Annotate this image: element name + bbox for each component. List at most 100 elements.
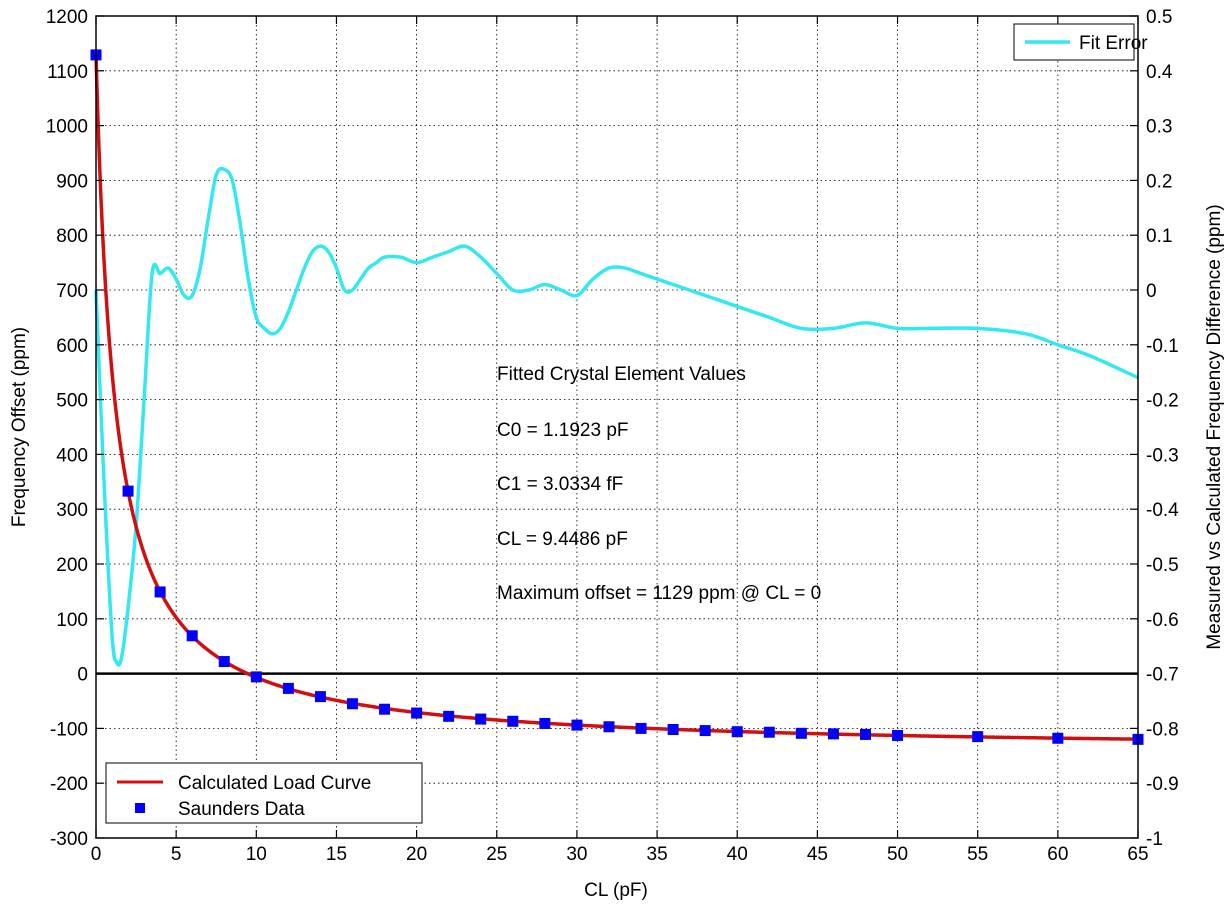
x-axis-label: CL (pF): [584, 880, 648, 901]
saunders-data-point: [603, 721, 615, 733]
saunders-data-point: [699, 725, 711, 737]
axis-ticks: [95, 15, 1139, 839]
y-left-tick-label: 700: [56, 281, 88, 302]
y-left-tick-label: -300: [50, 829, 88, 850]
y-right-tick-label: -1: [1146, 829, 1163, 850]
x-tick-label: 40: [727, 844, 748, 865]
x-tick-labels: 0 5 10 15 20 25 30 35 40 45 50 55 60 65: [91, 844, 1149, 865]
saunders-data-point: [1052, 732, 1064, 744]
annotations: Fitted Crystal Element Values C0 = 1.192…: [497, 364, 821, 604]
saunders-data-point: [122, 485, 134, 497]
legend-fit-error-label: Fit Error: [1079, 33, 1148, 54]
saunders-data-point: [507, 715, 519, 727]
saunders-data-point: [475, 713, 487, 725]
saunders-data-point: [827, 728, 839, 740]
y-left-tick-label: 1100: [47, 62, 88, 83]
x-tick-label: 55: [967, 844, 988, 865]
annotation-max-offset: Maximum offset = 1129 ppm @ CL = 0: [497, 583, 821, 604]
y-right-tick-label: -0.1: [1146, 336, 1179, 357]
y-right-tick-label: -0.8: [1146, 719, 1179, 740]
y-right-tick-labels: -1 -0.9 -0.8 -0.7 -0.6 -0.5 -0.4 -0.3 -0.2 -0.1 0 0…: [1146, 7, 1179, 850]
y-left-tick-label: -100: [50, 719, 88, 740]
y-left-tick-label: 100: [56, 610, 88, 631]
x-tick-label: 60: [1047, 844, 1068, 865]
legend-load-box: [105, 762, 423, 824]
y-right-tick-label: -0.7: [1146, 665, 1179, 686]
x-tick-label: 15: [326, 844, 347, 865]
y-left-tick-label: 600: [56, 336, 88, 357]
calculated-load-curve-series: [94, 54, 1139, 741]
saunders-data-point: [186, 630, 198, 642]
x-tick-label: 25: [486, 844, 507, 865]
load-curve-line: [94, 54, 1139, 741]
saunders-data-point: [539, 717, 551, 729]
x-tick-label: 10: [246, 844, 267, 865]
y-left-axis-label: Frequency Offset (ppm): [9, 327, 30, 527]
saunders-data-point: [892, 730, 904, 742]
saunders-data-point: [859, 728, 871, 740]
annotation-c0: C0 = 1.1923 pF: [497, 420, 629, 441]
saunders-data-point: [218, 656, 230, 668]
y-left-tick-label: 400: [56, 445, 88, 466]
y-right-axis-label: Measured vs Calculated Frequency Differe…: [1204, 204, 1225, 649]
fit-error-line: [94, 166, 1139, 667]
y-left-tick-label: 1200: [46, 7, 88, 28]
fit-error-series: [94, 166, 1139, 667]
y-left-tick-label: 200: [56, 555, 88, 576]
saunders-data-point: [411, 707, 423, 719]
saunders-data-point: [763, 726, 775, 738]
y-right-tick-label: 0.2: [1146, 171, 1172, 192]
annotation-cl: CL = 9.4486 pF: [497, 529, 628, 550]
saunders-data-point: [250, 671, 262, 683]
y-right-tick-label: 0.4: [1146, 62, 1173, 83]
y-right-tick-label: -0.3: [1146, 445, 1179, 466]
saunders-data-point: [346, 698, 358, 710]
saunders-data-point: [635, 722, 647, 734]
saunders-data-point: [731, 726, 743, 738]
y-left-tick-label: 500: [56, 391, 88, 412]
saunders-data-point: [379, 703, 391, 715]
y-right-tick-label: 0.3: [1146, 117, 1172, 138]
y-right-tick-label: 0.1: [1146, 226, 1172, 247]
y-left-tick-labels: -300 -200 -100 0 100 200 300 400 500 600 700 800 900…: [46, 7, 88, 850]
y-right-tick-label: -0.4: [1146, 500, 1179, 521]
x-tick-label: 65: [1127, 844, 1148, 865]
y-left-tick-label: 300: [56, 500, 88, 521]
y-left-tick-label: 1000: [46, 117, 88, 138]
x-tick-label: 0: [91, 844, 102, 865]
saunders-data-point: [571, 719, 583, 731]
legend-fit-error: Fit Error: [1013, 23, 1148, 61]
x-tick-label: 35: [647, 844, 668, 865]
saunders-data-point: [314, 691, 326, 703]
y-right-tick-label: 0: [1146, 281, 1157, 302]
annotation-c1: C1 = 3.0334 fF: [497, 474, 623, 495]
legend-load-curve-label: Calculated Load Curve: [178, 773, 371, 794]
y-left-tick-label: 0: [77, 665, 88, 686]
saunders-data-point: [154, 586, 166, 598]
x-tick-label: 30: [566, 844, 587, 865]
legend-saunders-label: Saunders Data: [178, 799, 305, 820]
y-left-tick-label: 800: [56, 226, 88, 247]
legend-load: Calculated Load Curve Saunders Data: [105, 762, 423, 824]
legend-saunders-marker: [135, 803, 145, 813]
x-tick-label: 45: [807, 844, 828, 865]
saunders-data-point: [972, 731, 984, 743]
y-right-tick-label: -0.2: [1146, 391, 1179, 412]
annotation-title: Fitted Crystal Element Values: [497, 364, 746, 385]
saunders-data-series: [90, 49, 1144, 745]
plot-frame: [95, 15, 1139, 839]
y-left-tick-label: -200: [50, 774, 88, 795]
saunders-data-point: [282, 682, 294, 694]
y-left-tick-label: 900: [56, 171, 88, 192]
y-right-tick-label: -0.6: [1146, 610, 1179, 631]
x-tick-label: 50: [887, 844, 908, 865]
saunders-data-point: [443, 710, 455, 722]
x-tick-label: 20: [406, 844, 427, 865]
gridlines: [96, 16, 1138, 838]
x-tick-label: 5: [171, 844, 182, 865]
y-right-tick-label: -0.5: [1146, 555, 1179, 576]
saunders-data-point: [795, 727, 807, 739]
y-right-tick-label: 0.5: [1146, 7, 1172, 28]
y-right-tick-label: -0.9: [1146, 774, 1179, 795]
